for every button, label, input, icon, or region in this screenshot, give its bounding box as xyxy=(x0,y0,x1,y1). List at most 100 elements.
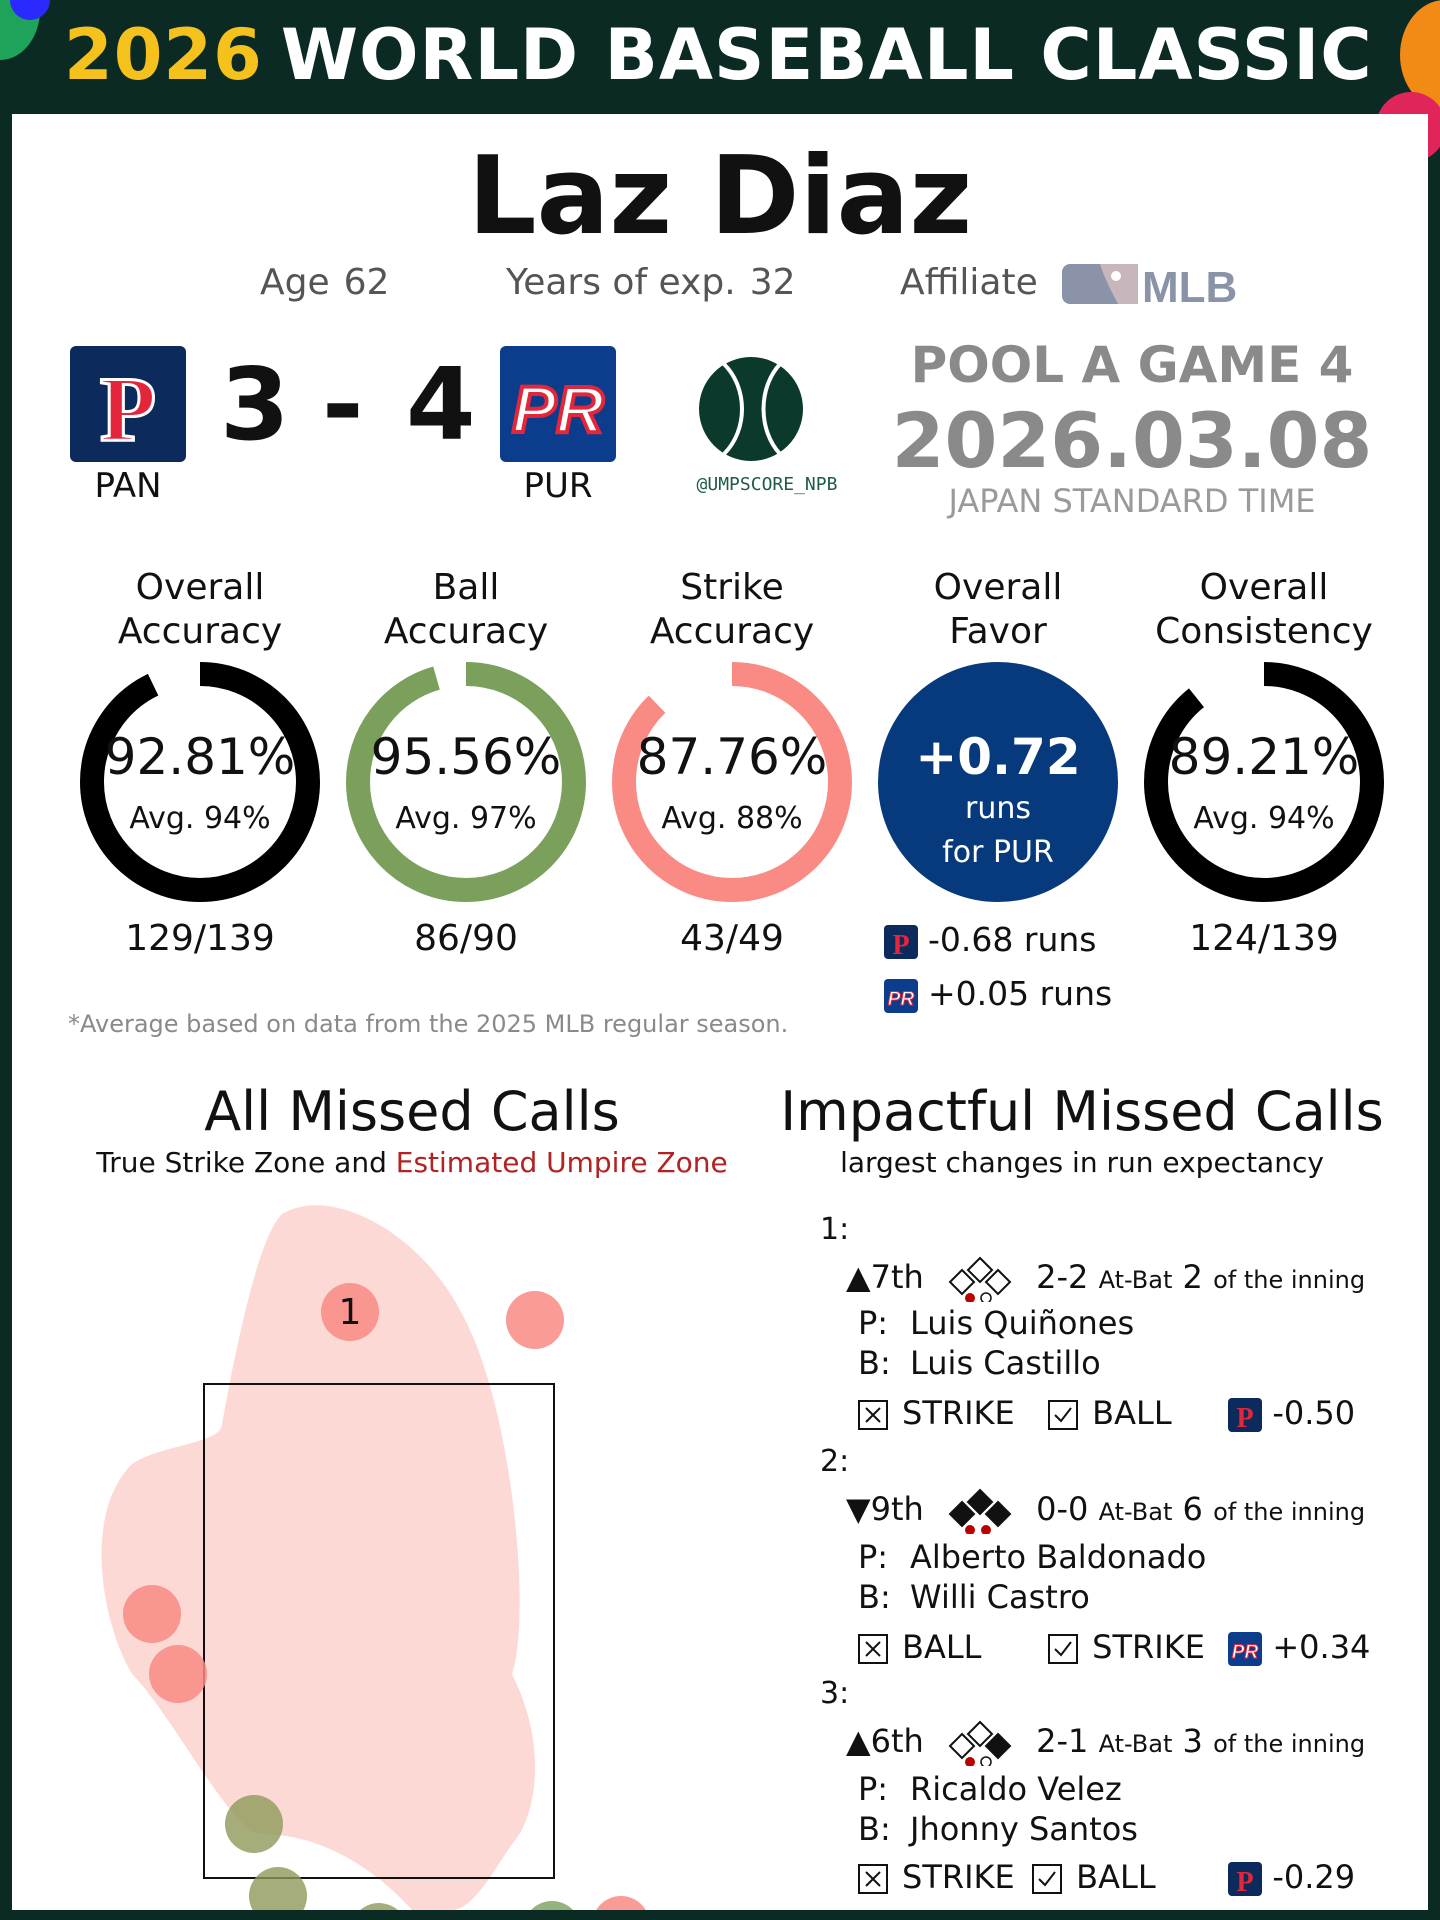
call-inning: ▲7th xyxy=(846,1258,924,1296)
atbat-number: 3 xyxy=(1182,1722,1203,1760)
pan-mini-logo-icon: P xyxy=(884,924,918,961)
social-handle: @UMPSCORE_NPB xyxy=(696,474,838,495)
home-team-abbr: PUR xyxy=(523,466,593,506)
missed-call-label-1: 1 xyxy=(339,1292,362,1333)
pur-mini-logo-icon: PR xyxy=(1228,1632,1263,1666)
of-inning-label: of the inning xyxy=(1213,1730,1366,1758)
call-count: 0-0 xyxy=(1036,1490,1089,1528)
run-delta: -0.50 xyxy=(1272,1394,1356,1432)
experience-value: 32 xyxy=(749,262,796,303)
metric-title-line1: Strike xyxy=(680,567,784,608)
favor-pur-value: +0.05 runs xyxy=(928,974,1113,1013)
call-pitcher: P: Alberto Baldonado xyxy=(858,1538,1206,1576)
umpire-zone-label: Estimated Umpire Zone xyxy=(395,1146,728,1179)
estimated-umpire-zone xyxy=(101,1205,536,1910)
call-situation: ▲6th 2-1 At-Bat 3 of the inning xyxy=(846,1720,1366,1768)
footnote: *Average based on data from the 2025 MLB… xyxy=(68,1010,789,1038)
experience-info: Years of exp. 32 xyxy=(506,262,796,303)
age-label: Age xyxy=(260,262,330,303)
missed-calls-subtitle: True Strike Zone and Estimated Umpire Zo… xyxy=(72,1146,752,1179)
batter-name: Luis Castillo xyxy=(910,1344,1101,1382)
consistency-ring: 89.21% Avg. 94% xyxy=(1144,662,1384,902)
pitcher-label: P: xyxy=(858,1538,889,1576)
missed-call-marker xyxy=(149,1645,207,1703)
metric-title-line1: Overall xyxy=(135,567,265,608)
metric-average: Avg. 88% xyxy=(661,801,802,836)
away-team-abbr: PAN xyxy=(94,466,162,506)
wrong-call: BALL xyxy=(902,1628,982,1666)
away-score: 3 xyxy=(220,346,290,463)
ring-arc xyxy=(80,662,320,902)
score-separator: - xyxy=(322,346,364,463)
metric-value: 87.76% xyxy=(637,728,828,786)
batter-label: B: xyxy=(858,1344,891,1382)
impactful-calls-subtitle: largest changes in run expectancy xyxy=(840,1146,1324,1179)
metric-average: Avg. 94% xyxy=(1193,801,1334,836)
batter-name: Willi Castro xyxy=(910,1578,1090,1616)
metric-fraction: 86/90 xyxy=(414,918,518,959)
bases-runners-icon xyxy=(948,1256,1012,1304)
cross-box-icon xyxy=(858,1634,888,1664)
missed-call-marker xyxy=(360,1903,398,1910)
svg-text:P: P xyxy=(892,930,909,959)
metric-value: 89.21% xyxy=(1169,728,1360,786)
favor-circle: +0.72 runs for PUR xyxy=(878,662,1118,902)
svg-text:P: P xyxy=(100,358,156,460)
game-date: 2026.03.08 xyxy=(891,396,1373,485)
missed-call-marker xyxy=(506,1291,564,1349)
header-name: WORLD BASEBALL CLASSIC xyxy=(280,14,1373,96)
cross-box-icon xyxy=(858,1400,888,1430)
cross-box-icon xyxy=(858,1864,888,1894)
metric-fraction: 43/49 xyxy=(680,918,784,959)
call-result: STRIKE BALL P -0.29 xyxy=(858,1858,1356,1898)
pitcher-name: Luis Quiñones xyxy=(910,1304,1135,1342)
right-call: BALL xyxy=(1092,1394,1172,1432)
metric-title-line1: Overall xyxy=(933,567,1063,608)
atbat-number: 2 xyxy=(1182,1258,1203,1296)
call-batter: B: Luis Castillo xyxy=(858,1344,1101,1382)
call-batter: B: Jhonny Santos xyxy=(858,1810,1138,1848)
svg-text:PR: PR xyxy=(888,989,915,1010)
favor-unit: runs xyxy=(965,791,1031,826)
metric-title-line1: Ball xyxy=(432,567,500,608)
metric-average: Avg. 94% xyxy=(129,801,270,836)
batter-label: B: xyxy=(858,1810,891,1848)
call-number: 2: xyxy=(820,1444,850,1479)
svg-text:P: P xyxy=(1237,1867,1254,1896)
call-count: 2-1 xyxy=(1036,1722,1089,1760)
atbat-label: At-Bat xyxy=(1098,1730,1173,1758)
bases-runners-icon xyxy=(948,1720,1012,1768)
mlb-logo-text: MLB xyxy=(1142,263,1237,308)
of-inning-label: of the inning xyxy=(1213,1498,1366,1526)
pitcher-label: P: xyxy=(858,1304,889,1342)
missed-call-marker xyxy=(249,1867,307,1910)
home-score: 4 xyxy=(406,346,476,463)
call-pitcher: P: Ricaldo Velez xyxy=(858,1770,1122,1808)
call-number: 1: xyxy=(820,1212,850,1247)
metric-title-line2: Accuracy xyxy=(649,611,815,652)
batter-name: Jhonny Santos xyxy=(910,1810,1138,1848)
experience-label: Years of exp. xyxy=(506,262,736,303)
pur-logo-icon: PR xyxy=(500,346,616,462)
metric-title-line2: Accuracy xyxy=(117,611,283,652)
check-box-icon xyxy=(1048,1634,1079,1664)
ring-arc xyxy=(612,662,852,902)
pitcher-name: Alberto Baldonado xyxy=(910,1538,1207,1576)
svg-text:PR: PR xyxy=(1232,1642,1259,1663)
call-result: BALL STRIKE PR +0.34 xyxy=(858,1628,1370,1666)
missed-call-marker xyxy=(531,1901,573,1910)
true-zone-label: True Strike Zone and xyxy=(96,1146,396,1179)
metric-title-line2: Consistency xyxy=(1155,611,1373,652)
atbat-number: 6 xyxy=(1182,1490,1203,1528)
bases-runners-icon xyxy=(948,1488,1012,1535)
favor-pur: PR +0.05 runs xyxy=(884,974,1112,1013)
atbat-label: At-Bat xyxy=(1098,1498,1173,1526)
run-delta: +0.34 xyxy=(1272,1628,1371,1666)
call-situation: ▲7th 2-2 At-Bat 2 of the inning xyxy=(846,1256,1365,1304)
missed-call-marker xyxy=(321,1283,379,1341)
main-panel: Laz Diaz Age 62 Years of exp. 32 Affiliate… xyxy=(12,114,1428,1910)
svg-text:P: P xyxy=(1237,1403,1254,1432)
run-delta: -0.29 xyxy=(1272,1858,1356,1896)
game-label: POOL A GAME 4 xyxy=(910,336,1354,394)
strike-zone-plot: 1 2 3 xyxy=(101,1205,646,1910)
